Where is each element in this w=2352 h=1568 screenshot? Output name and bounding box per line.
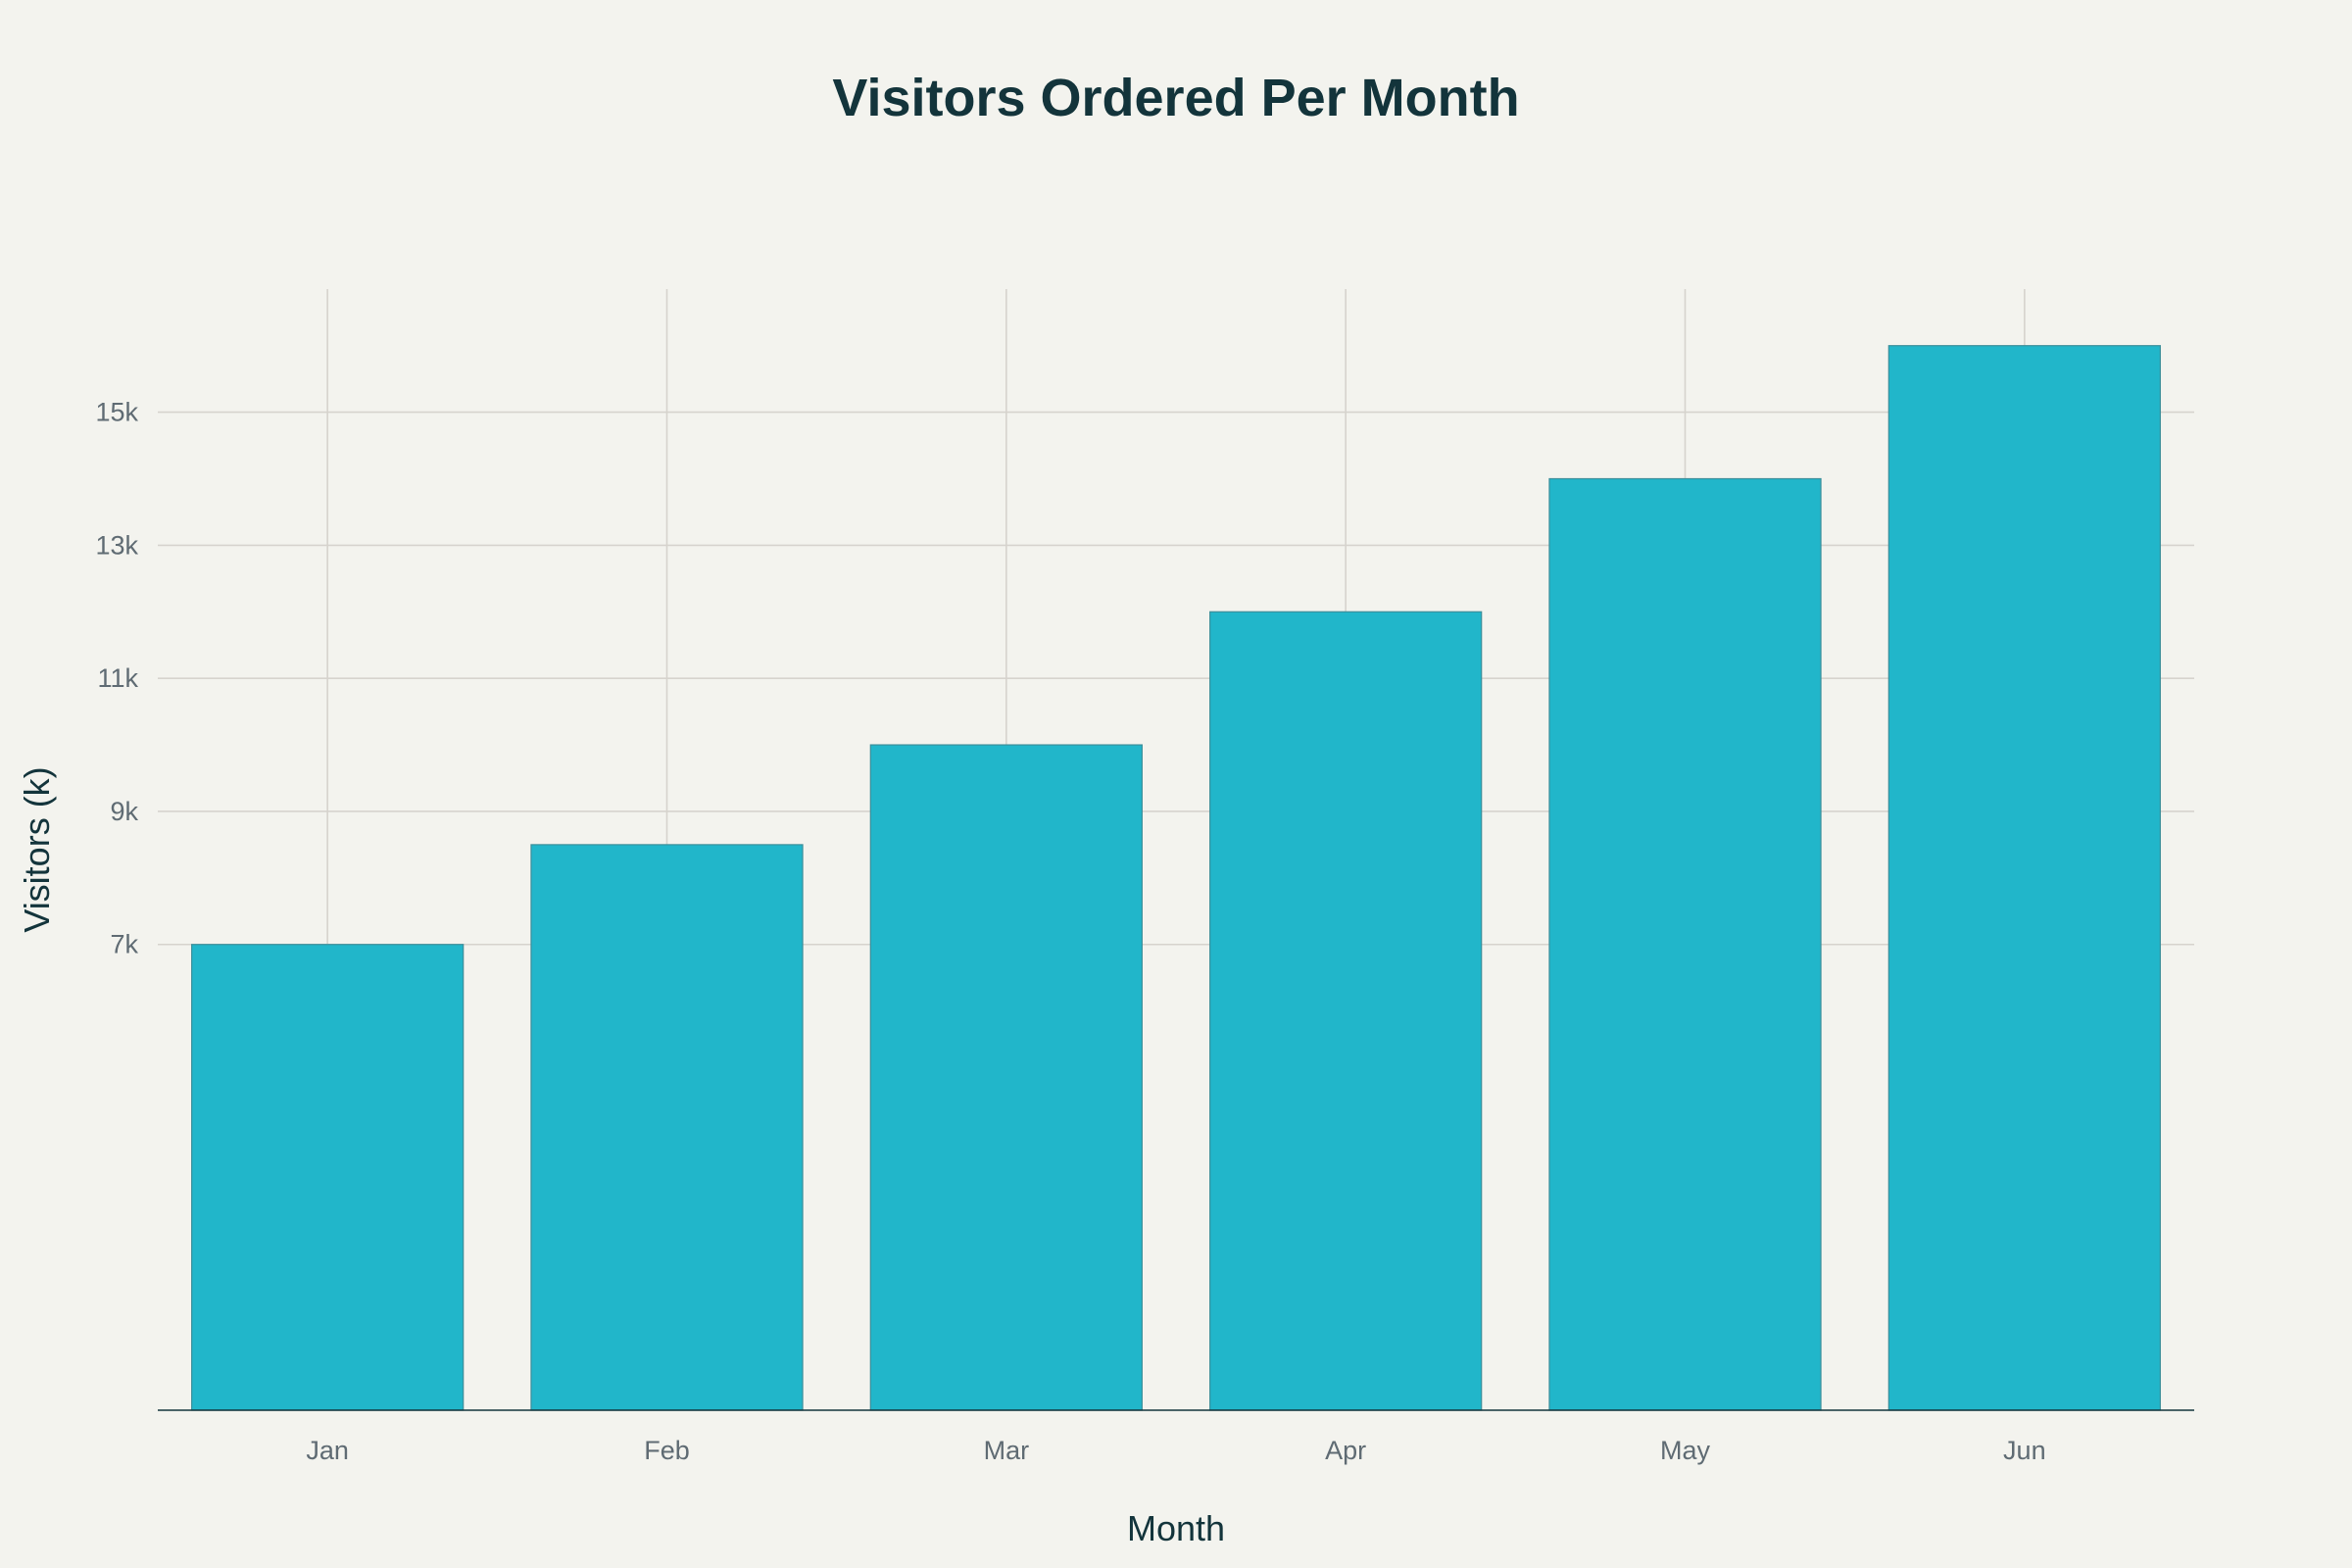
y-tick-labels: 7k 9k 11k 13k 15k [95, 398, 138, 959]
x-tick-label: Mar [984, 1436, 1030, 1465]
x-tick-label: May [1660, 1436, 1711, 1465]
bar-apr [1209, 611, 1483, 1411]
x-axis-title: Month [1127, 1508, 1225, 1548]
chart-title: Visitors Ordered Per Month [832, 69, 1519, 127]
x-tick-label: Jan [306, 1436, 349, 1465]
x-tick-labels: Jan Feb Mar Apr May Jun [306, 1436, 2045, 1465]
y-tick-label: 9k [110, 797, 138, 826]
x-tick-label: Apr [1325, 1436, 1366, 1465]
y-tick-label: 15k [95, 398, 138, 427]
bar-jun [1887, 345, 2161, 1411]
bar-mar [869, 744, 1143, 1411]
bars [191, 345, 2161, 1411]
y-tick-label: 7k [110, 930, 138, 959]
y-tick-label: 11k [97, 663, 138, 693]
y-tick-label: 13k [95, 530, 138, 560]
bar-feb [530, 844, 804, 1411]
y-axis-title: Visitors (k) [17, 766, 57, 932]
bar-may [1548, 477, 1822, 1411]
x-tick-label: Jun [2003, 1436, 2046, 1465]
bar-jan [191, 944, 465, 1411]
x-tick-label: Feb [644, 1436, 690, 1465]
